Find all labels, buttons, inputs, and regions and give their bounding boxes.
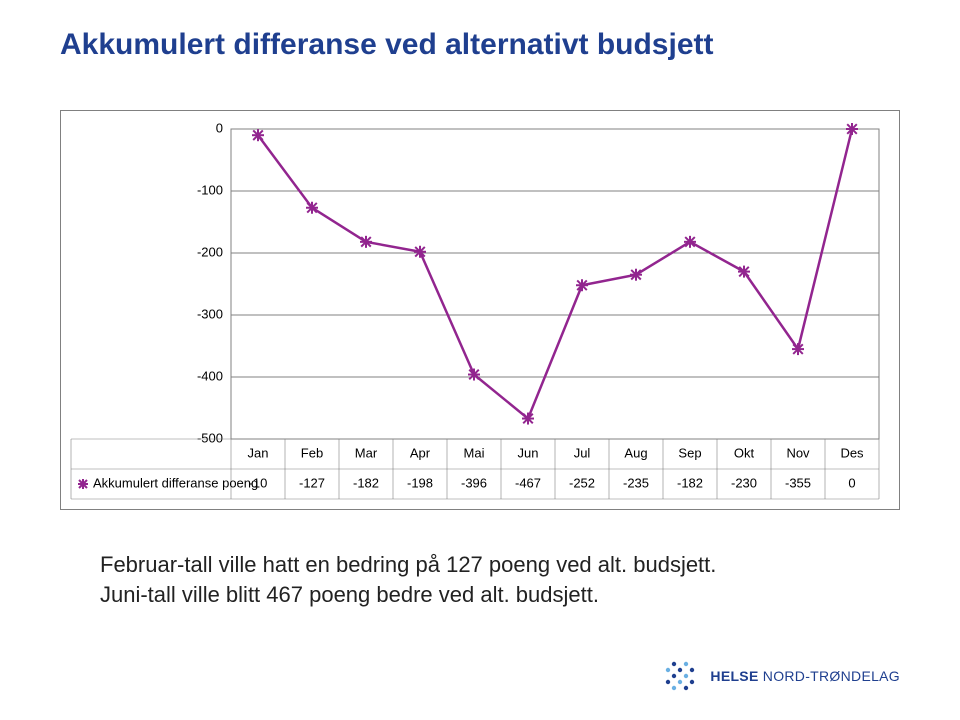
svg-text:-400: -400 (197, 368, 223, 383)
logo: HELSE NORD-TRØNDELAG (660, 656, 900, 696)
slide-title: Akkumulert differanse ved alternativt bu… (60, 28, 714, 62)
svg-text:-235: -235 (623, 475, 649, 490)
svg-text:-467: -467 (515, 475, 541, 490)
svg-text:Akkumulert differanse poeng: Akkumulert differanse poeng (93, 475, 258, 490)
line-chart: 0 -100 -200 -300 -400 -500 Jan Feb Mar Apr Mai Jun J… (61, 111, 899, 509)
svg-text:Mar: Mar (355, 445, 378, 460)
svg-text:-182: -182 (353, 475, 379, 490)
logo-text: HELSE NORD-TRØNDELAG (710, 668, 900, 684)
svg-text:-198: -198 (407, 475, 433, 490)
caption-line-1: Februar-tall ville hatt en bedring på 12… (100, 552, 716, 577)
svg-text:Des: Des (840, 445, 864, 460)
caption-line-2: Juni-tall ville blitt 467 poeng bedre ve… (100, 582, 599, 607)
svg-text:0: 0 (216, 120, 223, 135)
svg-text:-252: -252 (569, 475, 595, 490)
svg-text:Nov: Nov (786, 445, 810, 460)
svg-text:Feb: Feb (301, 445, 323, 460)
svg-text:-396: -396 (461, 475, 487, 490)
svg-text:-127: -127 (299, 475, 325, 490)
svg-text:-300: -300 (197, 306, 223, 321)
svg-text:-182: -182 (677, 475, 703, 490)
svg-text:0: 0 (848, 475, 855, 490)
caption: Februar-tall ville hatt en bedring på 12… (100, 550, 860, 609)
svg-text:-500: -500 (197, 430, 223, 445)
svg-text:Okt: Okt (734, 445, 755, 460)
svg-text:-100: -100 (197, 182, 223, 197)
svg-text:-230: -230 (731, 475, 757, 490)
svg-text:Sep: Sep (678, 445, 701, 460)
svg-text:-355: -355 (785, 475, 811, 490)
svg-text:Jul: Jul (574, 445, 591, 460)
svg-text:Mai: Mai (464, 445, 485, 460)
svg-text:Apr: Apr (410, 445, 431, 460)
logo-icon (660, 656, 700, 696)
svg-text:Jun: Jun (518, 445, 539, 460)
svg-text:Aug: Aug (624, 445, 647, 460)
svg-text:-200: -200 (197, 244, 223, 259)
svg-text:Jan: Jan (248, 445, 269, 460)
chart-container: 0 -100 -200 -300 -400 -500 Jan Feb Mar Apr Mai Jun J… (60, 110, 900, 510)
